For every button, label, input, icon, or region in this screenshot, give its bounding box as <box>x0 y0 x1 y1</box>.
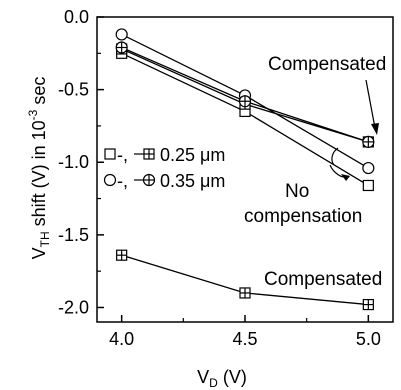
legend-label-1: 0.25 μm <box>160 145 225 165</box>
square-plus-marker <box>143 148 155 160</box>
circle-plus-marker <box>115 41 128 54</box>
y-axis-label: VTH shift (V) in 10-3 sec <box>26 77 52 260</box>
compensated-arrow-line <box>365 79 376 129</box>
compensated-arrowhead <box>371 123 379 135</box>
circle-plus-marker <box>362 135 375 149</box>
bracket-curve <box>331 147 339 166</box>
annotation-no-compensation-line1: No <box>285 181 309 202</box>
legend-sep-1: -, <box>117 145 128 165</box>
marker-circle <box>362 161 375 175</box>
marker-square <box>104 148 116 160</box>
series-5 <box>116 249 374 311</box>
square-marker <box>362 179 374 192</box>
circle-marker <box>115 28 128 41</box>
legend-entry-2 <box>103 173 156 187</box>
y-tick-label: 0.0 <box>64 7 89 27</box>
y-tick-label: -1.5 <box>58 225 89 245</box>
legend-entry-1 <box>104 148 155 160</box>
circle-marker <box>103 173 117 187</box>
x-axis-label: VD (V) <box>197 367 247 390</box>
y-tick-label: -0.5 <box>58 80 89 100</box>
square-marker <box>104 148 116 160</box>
square-plus-marker <box>239 287 251 299</box>
y-tick-label: -1.0 <box>58 152 89 172</box>
circle-plus-marker <box>238 95 252 108</box>
marker-circle <box>115 28 128 41</box>
plot-axes: 0.0 -0.5 -1.0 -1.5 -2.0 4.0 4.5 5.0 <box>58 7 394 349</box>
circle-marker <box>362 161 375 175</box>
annotation-compensated-top: Compensated <box>268 54 386 75</box>
legend-label-2: 0.35 μm <box>160 171 225 191</box>
marker-circle <box>103 173 117 187</box>
marker-square <box>362 179 374 192</box>
circle-plus-marker <box>142 173 156 187</box>
x-tick-label: 5.0 <box>356 329 381 349</box>
legend-sep-2: -, <box>117 171 128 191</box>
series-4 <box>115 41 375 149</box>
annotation-compensated-bottom: Compensated <box>264 269 382 290</box>
x-tick-label: 4.0 <box>109 329 134 349</box>
square-plus-marker <box>116 249 128 261</box>
x-tick-label: 4.5 <box>232 329 257 349</box>
no-compensation-arrowhead <box>341 174 350 181</box>
y-tick-label: -2.0 <box>58 297 89 317</box>
square-plus-marker <box>362 298 374 311</box>
chart-labels: Compensated No compensation Compensated … <box>26 54 386 390</box>
plot-marks <box>103 28 379 311</box>
annotation-no-compensation-line2: compensation <box>244 206 362 227</box>
